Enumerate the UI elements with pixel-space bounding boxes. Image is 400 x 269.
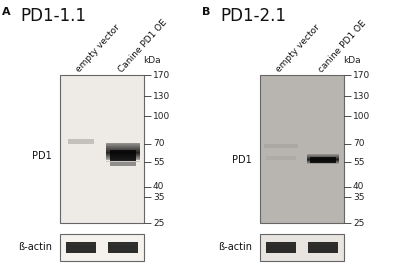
Bar: [308, 242, 338, 253]
Text: Canine PD1 OE: Canine PD1 OE: [116, 17, 168, 74]
Text: kDa: kDa: [143, 56, 161, 65]
Text: 70: 70: [153, 139, 164, 148]
Bar: [106, 154, 140, 155]
Bar: [108, 243, 138, 245]
Bar: [110, 150, 136, 161]
Text: 130: 130: [353, 91, 370, 101]
Bar: [264, 144, 298, 148]
Bar: [106, 161, 140, 162]
Bar: [308, 243, 338, 245]
Bar: [307, 161, 339, 162]
Text: PD1: PD1: [232, 155, 252, 165]
Text: empty vector: empty vector: [74, 23, 122, 74]
Text: A: A: [2, 7, 11, 17]
Bar: [106, 145, 140, 146]
Text: 35: 35: [353, 193, 364, 202]
Bar: [266, 243, 296, 245]
Text: 55: 55: [153, 158, 164, 167]
Bar: [307, 158, 339, 159]
Bar: [307, 163, 339, 164]
Bar: [266, 156, 296, 160]
Text: 55: 55: [353, 158, 364, 167]
Bar: [106, 151, 140, 152]
Text: ß-actin: ß-actin: [218, 242, 252, 253]
Text: 170: 170: [353, 71, 370, 80]
Bar: [106, 146, 140, 147]
Text: 70: 70: [353, 139, 364, 148]
Text: 170: 170: [153, 71, 170, 80]
Bar: [310, 157, 336, 163]
Bar: [60, 75, 144, 223]
Bar: [106, 153, 140, 154]
Bar: [106, 155, 140, 156]
Text: canine PD1 OE: canine PD1 OE: [316, 19, 368, 74]
Bar: [106, 143, 140, 144]
Bar: [307, 155, 339, 156]
Bar: [106, 157, 140, 158]
Bar: [106, 144, 140, 145]
Text: 40: 40: [153, 182, 164, 192]
Text: 35: 35: [153, 193, 164, 202]
Text: B: B: [202, 7, 210, 17]
Bar: [307, 160, 339, 161]
Bar: [307, 157, 339, 158]
Bar: [106, 147, 140, 148]
Bar: [110, 162, 136, 167]
Text: PD1-1.1: PD1-1.1: [20, 7, 86, 25]
Text: 25: 25: [353, 219, 364, 228]
Text: 25: 25: [153, 219, 164, 228]
Bar: [66, 242, 96, 253]
Bar: [60, 234, 144, 261]
Bar: [260, 75, 344, 223]
Bar: [106, 159, 140, 160]
Text: 100: 100: [353, 112, 370, 121]
Bar: [307, 154, 339, 155]
Text: 40: 40: [353, 182, 364, 192]
Bar: [106, 149, 140, 150]
Bar: [106, 160, 140, 161]
Text: 130: 130: [153, 91, 170, 101]
Bar: [307, 162, 339, 163]
Bar: [260, 234, 344, 261]
Bar: [108, 242, 138, 253]
Text: ß-actin: ß-actin: [18, 242, 52, 253]
Bar: [266, 242, 296, 253]
Text: kDa: kDa: [343, 56, 361, 65]
Text: PD1: PD1: [32, 151, 52, 161]
Text: empty vector: empty vector: [274, 23, 322, 74]
Bar: [106, 150, 140, 151]
Bar: [66, 243, 96, 245]
Bar: [106, 152, 140, 153]
Bar: [106, 156, 140, 157]
Bar: [106, 148, 140, 149]
Bar: [68, 139, 94, 144]
Text: PD1-2.1: PD1-2.1: [220, 7, 286, 25]
Text: 100: 100: [153, 112, 170, 121]
